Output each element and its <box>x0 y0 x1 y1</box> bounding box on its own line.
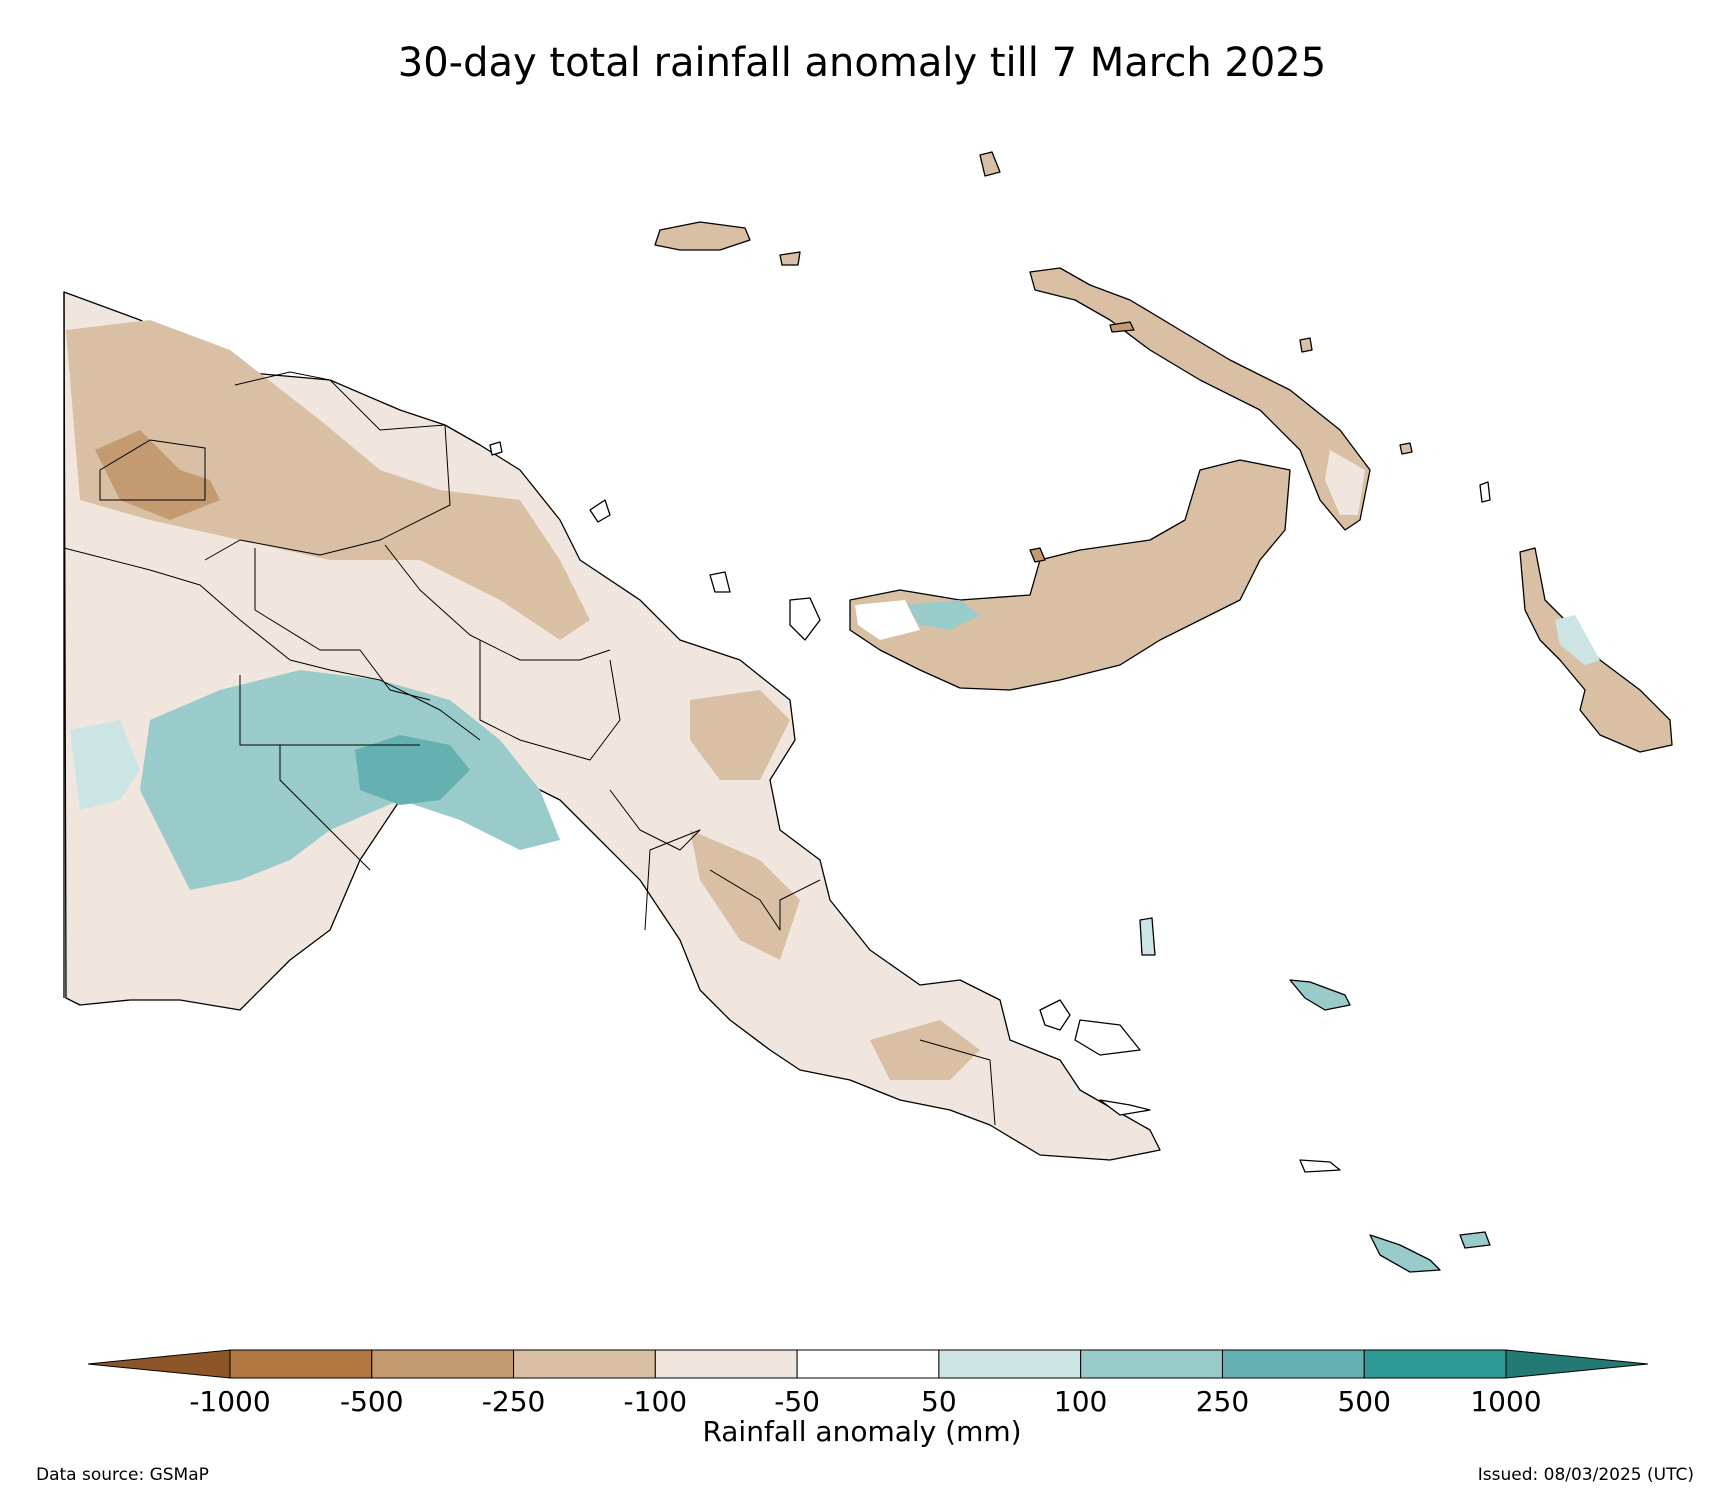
colorbar-tick-label: -1000 <box>189 1385 271 1418</box>
province-border <box>609 789 701 931</box>
issued-date-note: Issued: 08/03/2025 (UTC) <box>1477 1465 1694 1485</box>
woodlark-island <box>1139 917 1156 956</box>
colorbar-cell <box>1363 1349 1507 1379</box>
colorbar-cell <box>1221 1349 1365 1379</box>
colorbar-cell <box>371 1349 515 1379</box>
very-wet-area <box>355 735 470 805</box>
colorbar-cell <box>229 1349 373 1379</box>
bougainville <box>1519 547 1673 753</box>
colorbar-tick-label: -100 <box>623 1385 688 1418</box>
colorbar-extend-max <box>1505 1349 1649 1379</box>
rainfall-anomaly-map <box>63 151 1673 1273</box>
small-island <box>589 499 611 523</box>
colorbar-tick-label: 1000 <box>1470 1385 1542 1418</box>
colorbar-tick-label: 500 <box>1337 1385 1391 1418</box>
colorbar-cells <box>87 1349 1649 1379</box>
dentrecasteaux-island <box>1039 999 1071 1031</box>
small-island <box>1299 337 1313 353</box>
province-border <box>279 745 371 871</box>
map-title: 30-day total rainfall anomaly till 7 Mar… <box>397 40 1327 86</box>
colorbar-tick-label: -500 <box>339 1385 404 1418</box>
colorbar-cell <box>796 1349 940 1379</box>
dry-area-southeast-2 <box>690 830 800 960</box>
bougainville-moist <box>1555 615 1600 665</box>
small-island <box>1399 442 1413 455</box>
province-border <box>204 371 451 561</box>
small-island <box>1479 481 1491 503</box>
province-border <box>254 548 431 701</box>
colorbar-tick-label: 100 <box>1053 1385 1108 1418</box>
new-britain-moist-west <box>855 600 920 640</box>
trobriand-island-wet <box>1289 979 1351 1011</box>
colorbar-label: Rainfall anomaly (mm) <box>702 1415 1022 1448</box>
dry-area-southeast <box>690 690 790 780</box>
colorbar-tick-label: 50 <box>921 1385 957 1418</box>
new-britain <box>849 459 1291 691</box>
dry-area-north <box>66 320 590 640</box>
province-border <box>63 547 481 741</box>
colorbar-extend-min <box>87 1349 231 1379</box>
very-dry-area <box>95 430 220 520</box>
sudest-island-wet <box>1369 1234 1441 1273</box>
colorbar-cell <box>1080 1349 1223 1379</box>
colorbar-tick-label: 250 <box>1195 1385 1250 1418</box>
data-source-note: Data source: GSMaP <box>36 1465 209 1485</box>
colorbar-cell <box>938 1349 1082 1379</box>
manus-island <box>654 221 751 251</box>
colorbar-tick-label: -250 <box>481 1385 546 1418</box>
province-border <box>239 675 420 746</box>
province-border <box>919 1039 996 1126</box>
province-border <box>384 544 611 661</box>
dry-area-papuan-tail <box>870 1020 980 1080</box>
small-island <box>1099 1099 1151 1116</box>
colorbar-tick-label: -50 <box>774 1385 820 1418</box>
new-ireland-south-tip <box>1325 450 1365 515</box>
small-island <box>709 571 731 593</box>
colorbar-cell <box>513 1349 656 1379</box>
province-border <box>479 640 621 761</box>
small-island <box>489 441 503 456</box>
small-island <box>1109 321 1135 333</box>
small-island <box>1029 547 1046 563</box>
small-island <box>779 251 801 266</box>
misima-island <box>1299 1159 1341 1173</box>
dentrecasteaux-island <box>1074 1019 1141 1056</box>
colorbar-cell <box>654 1349 798 1379</box>
wet-area-southwest <box>140 670 560 890</box>
rossel-island-wet <box>1459 1231 1491 1249</box>
small-island <box>789 597 821 641</box>
province-border <box>709 869 821 931</box>
mussau-island <box>979 151 1001 177</box>
moist-fringe <box>70 720 140 810</box>
province-border <box>99 439 206 501</box>
new-britain-wet-west <box>905 600 980 630</box>
